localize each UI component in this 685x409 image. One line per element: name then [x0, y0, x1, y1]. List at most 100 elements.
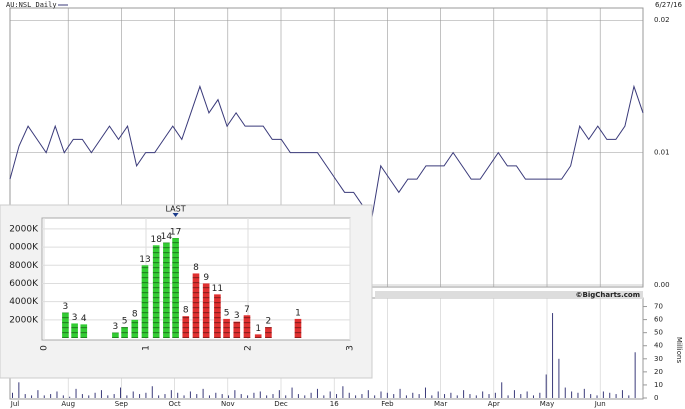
bar-stripes [192, 273, 200, 338]
y-tick-label: 0 [654, 394, 658, 402]
x-tick-label: 0 [40, 345, 50, 351]
volume-bar [253, 392, 255, 398]
bar-stripes [112, 332, 119, 338]
bar-stripes [121, 327, 128, 338]
volume-bar [450, 392, 452, 398]
volume-bar [208, 395, 210, 398]
volume-bar [94, 392, 96, 398]
chart-title: AU:NSL Daily [6, 1, 57, 9]
volume-bar [488, 394, 490, 398]
volume-bar [609, 392, 611, 398]
volume-bar [336, 394, 338, 398]
volume-bar [215, 392, 217, 398]
volume-bar [463, 390, 465, 398]
volume-bar [380, 391, 382, 398]
volume-bar [43, 395, 45, 398]
volume-bar [577, 392, 579, 398]
last-marker-label: LAST [166, 205, 186, 214]
bar-count-label: 5 [122, 317, 128, 327]
volume-bar [170, 390, 172, 398]
volume-bar [278, 390, 280, 398]
volume-bar [12, 392, 13, 398]
bar-stripes [141, 265, 149, 338]
bar-count-label: 4 [81, 314, 87, 324]
credit: ©BigCharts.com [576, 291, 640, 299]
volume-bar [348, 392, 350, 398]
bar-count-label: 7 [244, 305, 250, 315]
x-tick-label: 2 [244, 345, 254, 351]
bar-stripes [163, 242, 170, 338]
x-tick-label: 16 [330, 400, 339, 408]
y-tick-label: 0.00 [654, 281, 670, 289]
volume-bar [412, 392, 414, 398]
volume-bar [100, 390, 102, 398]
volume-bar [602, 391, 604, 398]
bar-stripes [172, 238, 179, 338]
bar-stripes [214, 294, 221, 338]
credit-bar [375, 291, 643, 299]
bar-count-label: 8 [193, 263, 199, 273]
bar-count-label: 14 [161, 232, 173, 242]
bar-stripes [223, 318, 230, 338]
y-tick-label: 0.01 [654, 149, 670, 157]
last-marker [172, 213, 179, 217]
y-tick-label: 6000K [9, 279, 39, 289]
bar-stripes [80, 324, 88, 338]
volume-bar [558, 358, 560, 398]
bar-count-label: 5 [224, 308, 230, 318]
volume-bar [501, 382, 503, 398]
volume-bar [240, 394, 242, 398]
volume-bar [24, 394, 26, 398]
volume-bar [69, 396, 71, 398]
volume-bar [18, 382, 20, 398]
bar-count-label: 1 [255, 324, 261, 334]
x-tick-label: 3 [346, 345, 356, 351]
bar-count-label: 9 [203, 273, 209, 283]
volume-bar [329, 391, 331, 398]
volume-bar [539, 392, 541, 398]
volume-axis-title: Millions [675, 337, 683, 364]
y-tick-label: 10 [654, 381, 663, 389]
volume-bar [164, 394, 166, 398]
volume-bar [228, 395, 230, 398]
x-tick-label: Oct [169, 400, 181, 408]
x-tick-label: 1 [142, 345, 152, 351]
date-label: 6/27/16 [655, 1, 683, 9]
y-tick-label: 60 [654, 316, 663, 324]
y-tick-label: 0000K [9, 243, 39, 253]
y-tick-label: 50 [654, 329, 663, 337]
volume-bar [456, 395, 458, 398]
volume-bar [424, 387, 426, 398]
volume-bar [177, 392, 179, 398]
volume-bar [81, 394, 83, 398]
x-tick-label: Feb [381, 400, 394, 408]
bar-count-label: 17 [170, 228, 181, 238]
volume-bar [552, 313, 554, 398]
bar-stripes [233, 321, 241, 338]
x-tick-label: Nov [221, 400, 235, 408]
volume-bar [158, 395, 160, 398]
volume-bar [590, 394, 592, 398]
volume-bar [494, 392, 496, 398]
bar-count-label: 2 [266, 317, 272, 327]
volume-bar [50, 394, 52, 398]
volume-bar [323, 395, 325, 398]
volume-bar [437, 391, 439, 398]
volume-bar [634, 352, 636, 398]
volume-bar [285, 395, 287, 398]
volume-bar [564, 387, 566, 398]
bar-stripes [152, 245, 160, 338]
volume-bar [202, 388, 204, 398]
y-tick-label: 70 [654, 303, 663, 311]
volume-bar [247, 395, 249, 398]
volume-bar [113, 394, 115, 398]
x-tick-label: Jun [594, 400, 606, 408]
volume-bar [355, 395, 357, 398]
volume-bar [621, 390, 623, 398]
bar-count-label: 8 [183, 306, 189, 316]
volume-bar [596, 395, 598, 398]
bar-stripes [202, 283, 210, 338]
bar-count-label: 1 [295, 308, 301, 318]
volume-bar [526, 391, 528, 398]
volume-bar [361, 394, 363, 398]
